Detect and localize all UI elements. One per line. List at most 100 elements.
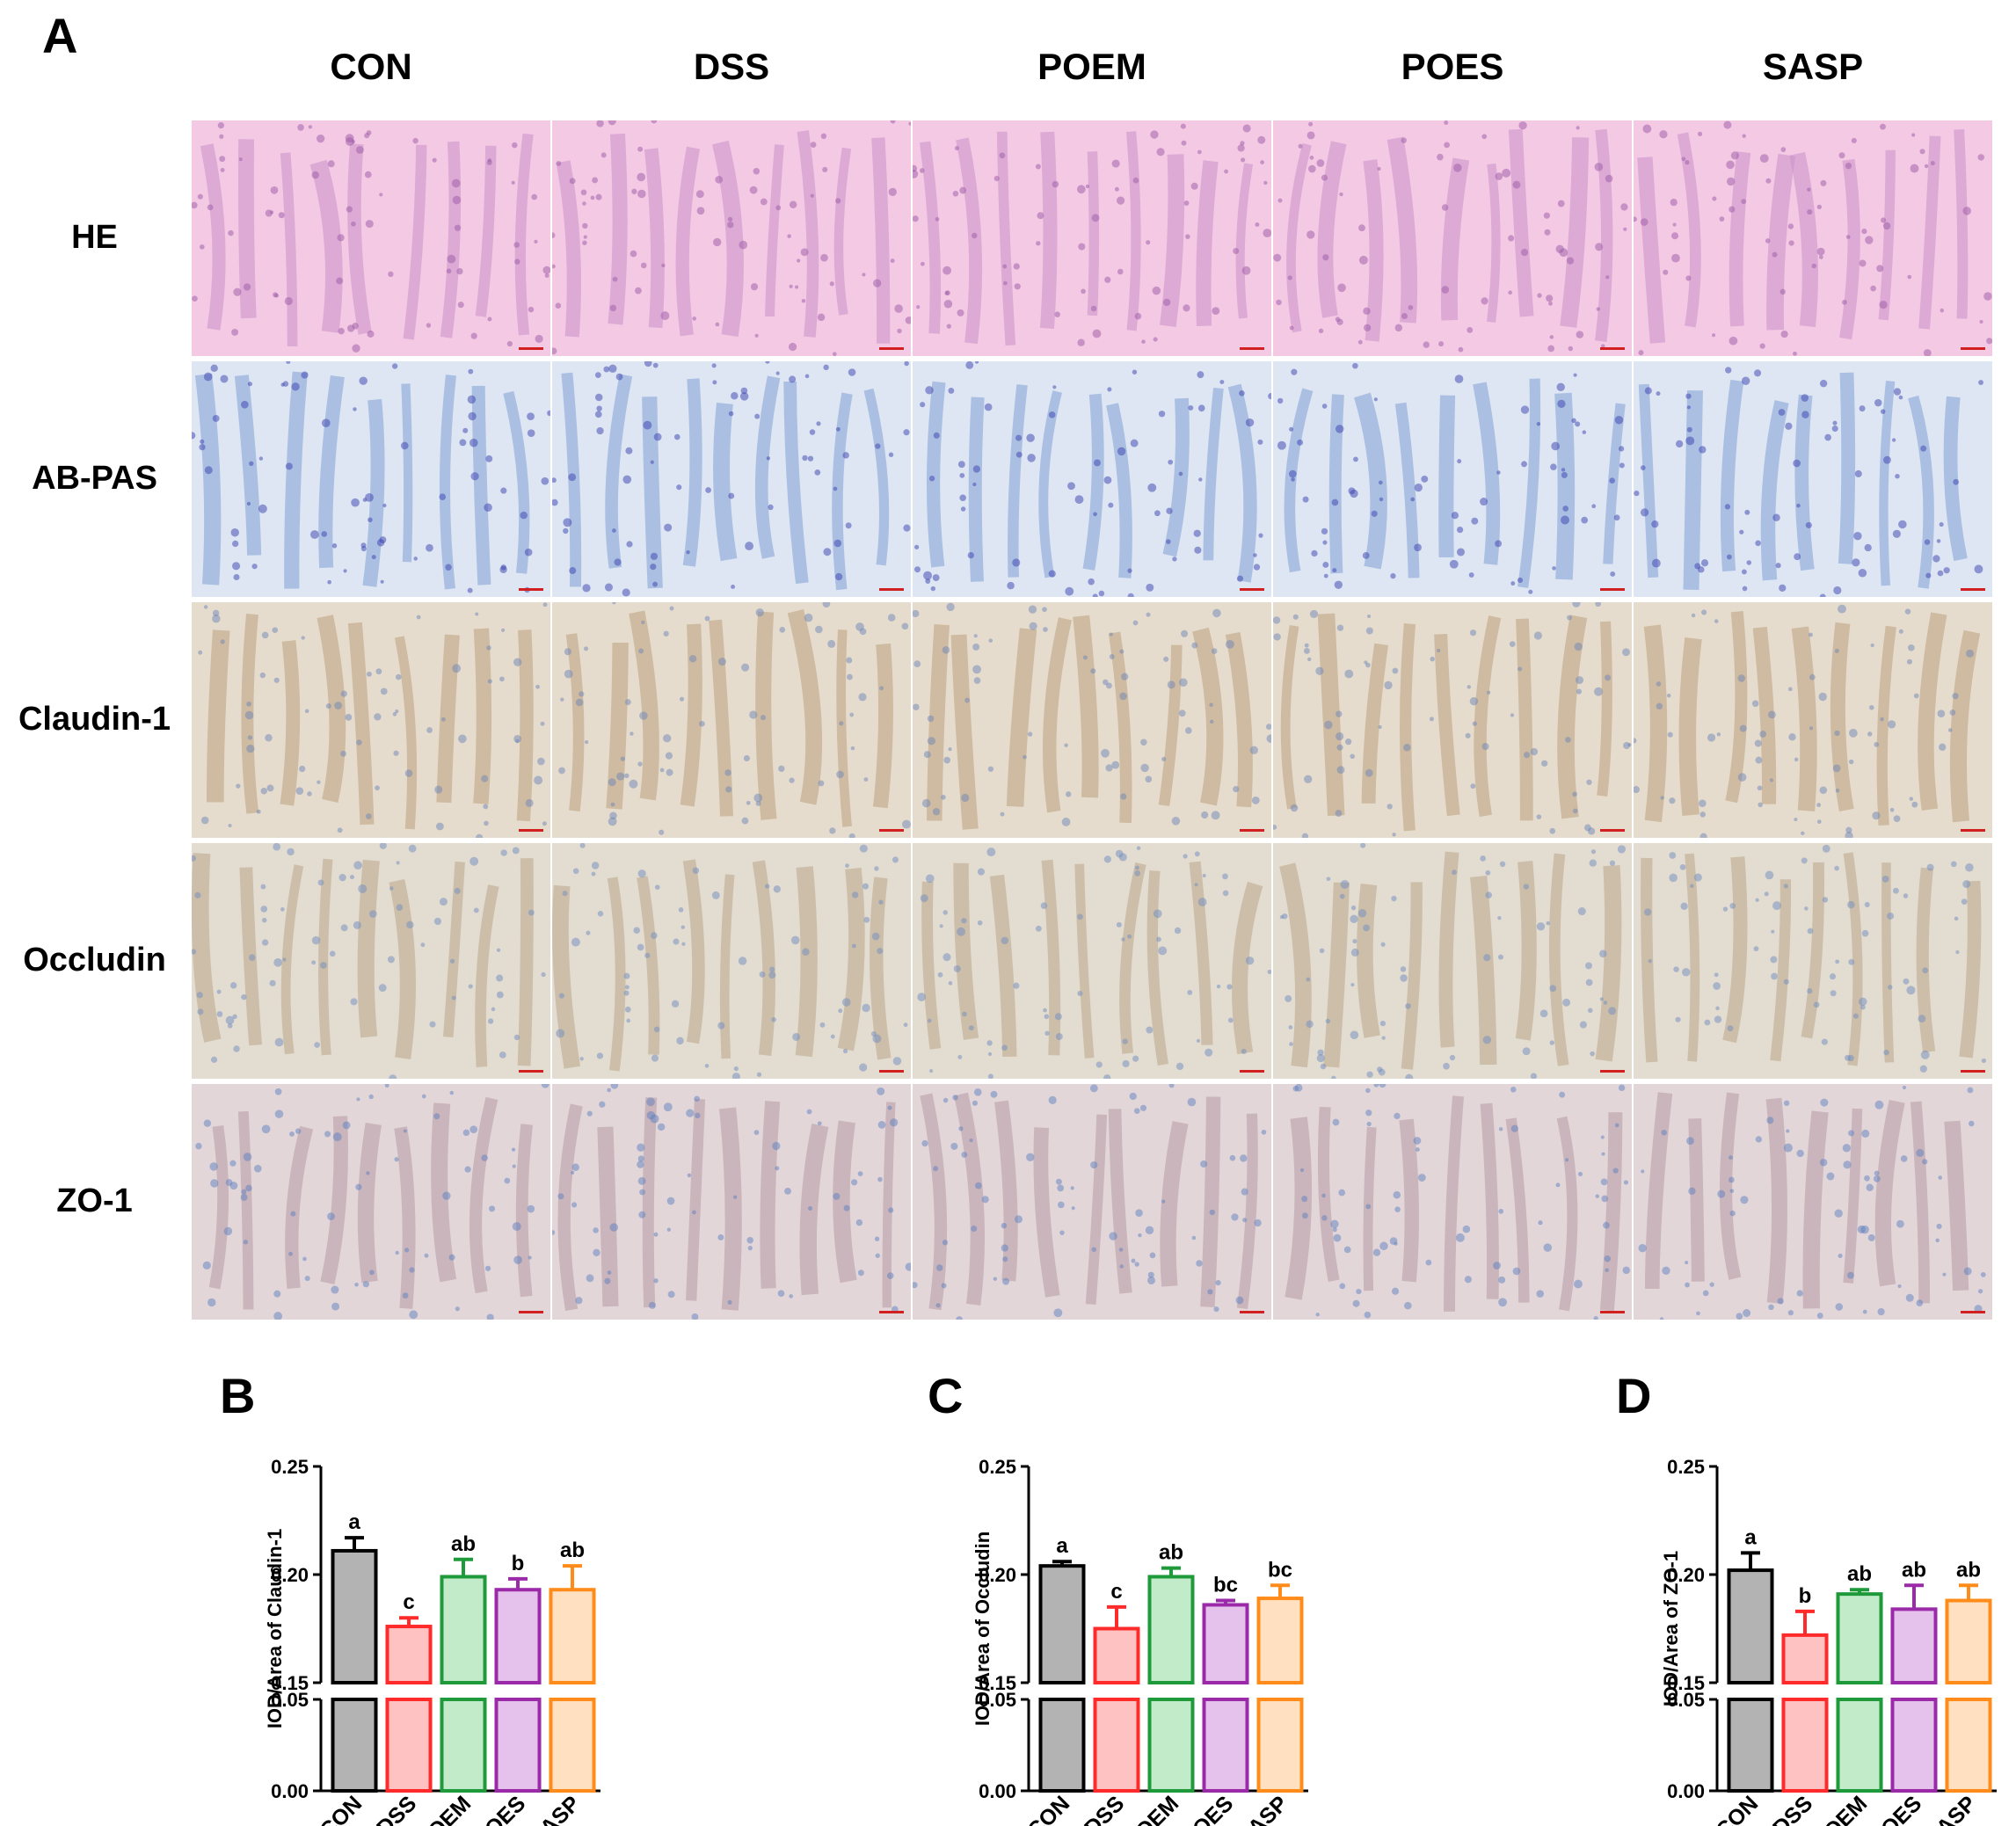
micrograph-ab-pas-con <box>192 361 550 597</box>
y-axis-label: IOD/Area of Claudin-1 <box>264 1529 286 1728</box>
significance-label-con: a <box>1744 1525 1757 1549</box>
x-tick-label-poem: POEM <box>1809 1791 1872 1826</box>
bar-dss <box>385 1625 433 1685</box>
bar-dss-lower <box>1781 1698 1829 1793</box>
x-tick-label-dss: DSS <box>1080 1791 1129 1826</box>
significance-label-poem: ab <box>1847 1562 1872 1586</box>
col-header-sasp: SASP <box>1762 46 1864 87</box>
bar-sasp-lower <box>1256 1698 1304 1793</box>
micrograph-claudin-1-sasp <box>1634 602 1992 838</box>
significance-label-sasp: ab <box>560 1539 585 1562</box>
micrograph-he-sasp <box>1634 120 1992 356</box>
panel-d-letter: D <box>1616 1368 1652 1423</box>
significance-label-dss: c <box>1110 1580 1122 1604</box>
x-tick-label-con: CON <box>1023 1791 1074 1826</box>
micrograph-he-dss <box>552 120 911 356</box>
micrograph-occludin-poem <box>913 843 1271 1079</box>
bar-sasp <box>1256 1597 1304 1684</box>
y-tick-label: 0.05 <box>1667 1689 1705 1711</box>
significance-label-poes: ab <box>1902 1558 1926 1582</box>
micrograph-claudin-1-con <box>192 602 550 838</box>
y-axis-label: IOD/Area of Occludin <box>972 1531 993 1726</box>
micrograph-claudin-1-poes <box>1273 602 1632 838</box>
bar-poem <box>1147 1575 1195 1685</box>
bar-poem <box>1836 1592 1883 1685</box>
significance-label-poes: bc <box>1213 1574 1238 1597</box>
y-axis-label: IOD/Area of ZO-1 <box>1660 1551 1682 1706</box>
micrograph-he-poes <box>1273 120 1632 356</box>
bar-con-lower <box>1727 1698 1774 1793</box>
x-tick-label-dss: DSS <box>372 1791 421 1826</box>
y-tick-label: 0.00 <box>979 1780 1016 1802</box>
bar-poes-lower <box>494 1698 542 1793</box>
significance-label-dss: b <box>1799 1584 1812 1608</box>
y-tick-label: 0.15 <box>271 1672 309 1694</box>
y-tick-label: 0.25 <box>271 1456 309 1478</box>
y-tick-label: 0.00 <box>271 1780 309 1802</box>
bar-poes <box>494 1588 542 1684</box>
y-tick-label: 0.20 <box>1667 1564 1705 1586</box>
row-header-he: HE <box>71 219 118 256</box>
x-tick-label-dss: DSS <box>1768 1791 1817 1826</box>
bar-con <box>1038 1564 1086 1684</box>
significance-label-poes: b <box>512 1552 525 1575</box>
row-header-ab-pas: AB-PAS <box>32 460 157 497</box>
col-header-dss: DSS <box>693 46 770 87</box>
y-tick-label: 0.20 <box>979 1564 1016 1586</box>
col-header-poes: POES <box>1401 46 1504 87</box>
col-header-poem: POEM <box>1037 46 1146 87</box>
row-header-occludin: Occludin <box>23 942 166 978</box>
y-tick-label: 0.25 <box>1667 1456 1705 1478</box>
micrograph-zo-1-con <box>192 1084 550 1320</box>
bar-poem <box>440 1575 487 1685</box>
panel-a-letter: A <box>42 8 78 63</box>
micrograph-he-poem <box>913 120 1271 356</box>
significance-label-poem: ab <box>1159 1541 1183 1565</box>
micrograph-zo-1-sasp <box>1634 1084 1992 1320</box>
x-tick-label-poes: POES <box>1177 1791 1238 1826</box>
bar-con <box>331 1548 378 1684</box>
x-tick-label-sasp: SASP <box>1233 1791 1292 1826</box>
micrograph-he-con <box>192 120 550 356</box>
micrograph-zo-1-poes <box>1273 1084 1632 1320</box>
col-header-con: CON <box>330 46 412 87</box>
row-header-zo-1: ZO-1 <box>56 1182 133 1219</box>
x-tick-label-poem: POEM <box>412 1791 476 1826</box>
panel-b-letter: B <box>220 1368 256 1423</box>
micrograph-ab-pas-sasp <box>1634 361 1992 597</box>
bar-dss <box>1093 1626 1140 1684</box>
bar-poem-lower <box>1836 1698 1883 1793</box>
panel-c-letter: C <box>928 1368 964 1423</box>
chart-claudin-1: 0.00 0.05 0.15 0.20 0.25 IOD/Area of Claudin-… <box>220 1363 782 1826</box>
bar-poes <box>1890 1607 1938 1684</box>
micrograph-ab-pas-poes <box>1273 361 1632 597</box>
x-tick-label-con: CON <box>315 1791 367 1826</box>
bar-con-lower <box>331 1698 378 1793</box>
micrograph-occludin-con <box>192 843 550 1079</box>
bar-sasp-lower <box>1945 1698 1992 1793</box>
significance-label-con: a <box>348 1510 360 1534</box>
micrograph-zo-1-dss <box>552 1084 911 1320</box>
y-tick-label: 0.15 <box>1667 1672 1705 1694</box>
bar-sasp <box>1945 1598 1992 1684</box>
bar-dss-lower <box>1093 1698 1140 1793</box>
y-tick-label: 0.15 <box>979 1672 1016 1694</box>
micrograph-claudin-1-dss <box>552 602 911 838</box>
bar-poes-lower <box>1890 1698 1938 1793</box>
bar-dss <box>1781 1633 1829 1685</box>
chart-occludin: 0.00 0.05 0.15 0.20 0.25 IOD/Area of Occludin… <box>928 1363 1490 1826</box>
micrograph-ab-pas-dss <box>552 361 911 597</box>
significance-label-poem: ab <box>451 1532 476 1556</box>
micrograph-occludin-dss <box>552 843 911 1079</box>
x-tick-label-sasp: SASP <box>1921 1791 1981 1826</box>
y-tick-label: 0.20 <box>271 1564 309 1586</box>
significance-label-sasp: bc <box>1268 1558 1292 1582</box>
x-tick-label-poem: POEM <box>1120 1791 1183 1826</box>
chart-zo-1: 0.00 0.05 0.15 0.20 0.25 IOD/Area of ZO-1 a CON… <box>1616 1363 2016 1826</box>
bar-poes-lower <box>1202 1698 1249 1793</box>
micrograph-zo-1-poem <box>913 1084 1271 1320</box>
significance-label-sasp: ab <box>1956 1558 1981 1582</box>
x-tick-label-sasp: SASP <box>525 1791 585 1826</box>
significance-label-dss: c <box>403 1590 414 1614</box>
bar-poem-lower <box>440 1698 487 1793</box>
